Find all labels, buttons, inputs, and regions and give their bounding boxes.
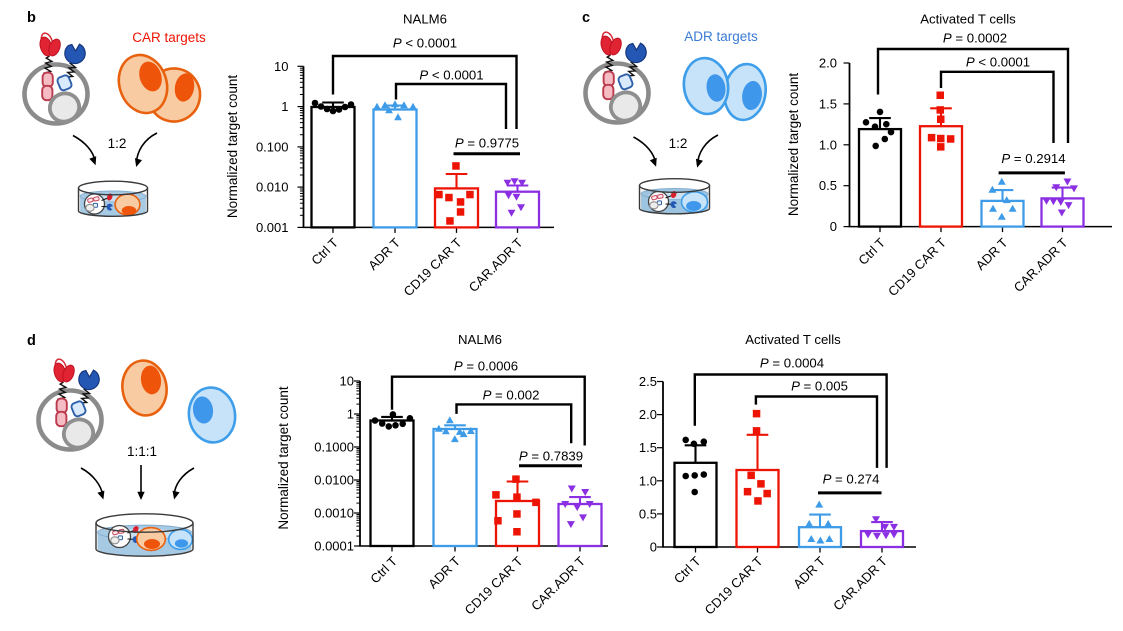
svg-text:0.010: 0.010	[256, 180, 289, 195]
svg-text:1:1:1: 1:1:1	[127, 444, 157, 459]
svg-text:P < 0.0001: P < 0.0001	[393, 36, 457, 51]
svg-text:P = 0.005: P = 0.005	[791, 379, 848, 394]
svg-text:0.100: 0.100	[256, 139, 289, 154]
svg-text:Normalized target count: Normalized target count	[276, 386, 291, 530]
svg-text:0.001: 0.001	[256, 220, 289, 235]
svg-text:0.5: 0.5	[639, 506, 657, 521]
svg-text:b: b	[27, 10, 36, 26]
svg-text:CAR targets: CAR targets	[132, 30, 206, 45]
svg-text:P = 0.9775: P = 0.9775	[455, 136, 519, 151]
svg-text:2.5: 2.5	[639, 374, 657, 389]
svg-text:1.5: 1.5	[819, 96, 837, 111]
svg-text:d: d	[27, 333, 36, 349]
svg-text:10: 10	[340, 374, 354, 389]
svg-text:P = 0.7839: P = 0.7839	[519, 449, 583, 464]
svg-text:P = 0.0006: P = 0.0006	[454, 359, 518, 374]
svg-text:NALM6: NALM6	[403, 12, 447, 27]
svg-text:1.0: 1.0	[819, 137, 837, 152]
svg-text:0.0100: 0.0100	[314, 473, 354, 488]
svg-text:P = 0.0004: P = 0.0004	[760, 356, 824, 371]
svg-text:10: 10	[274, 59, 288, 74]
svg-text:0.0010: 0.0010	[314, 506, 354, 521]
svg-text:P = 0.2914: P = 0.2914	[1001, 151, 1065, 166]
svg-text:NALM6: NALM6	[458, 332, 502, 347]
svg-text:2.0: 2.0	[639, 407, 657, 422]
svg-text:Activated T cells: Activated T cells	[745, 332, 841, 347]
svg-text:P < 0.0001: P < 0.0001	[966, 55, 1030, 70]
svg-text:0: 0	[650, 540, 657, 555]
svg-text:c: c	[582, 10, 590, 26]
svg-text:1: 1	[347, 407, 354, 422]
svg-text:P = 0.002: P = 0.002	[483, 388, 540, 403]
svg-text:0: 0	[830, 219, 837, 234]
svg-text:0.5: 0.5	[819, 178, 837, 193]
svg-text:ADR targets: ADR targets	[684, 29, 758, 44]
svg-text:1: 1	[281, 99, 288, 114]
svg-text:Normalized target count: Normalized target count	[786, 73, 801, 217]
svg-text:1.5: 1.5	[639, 440, 657, 455]
svg-text:Normalized target count: Normalized target count	[225, 75, 240, 219]
svg-text:P = 0.0002: P = 0.0002	[943, 31, 1007, 46]
svg-text:P < 0.0001: P < 0.0001	[419, 68, 483, 83]
svg-text:1:2: 1:2	[108, 136, 127, 151]
svg-text:1:2: 1:2	[669, 136, 688, 151]
svg-text:Activated T cells: Activated T cells	[920, 12, 1016, 27]
svg-text:P = 0.274: P = 0.274	[823, 472, 880, 487]
svg-text:0.1000: 0.1000	[314, 440, 354, 455]
svg-text:1.0: 1.0	[639, 473, 657, 488]
svg-text:2.0: 2.0	[819, 56, 837, 71]
svg-text:0.0001: 0.0001	[314, 539, 354, 554]
